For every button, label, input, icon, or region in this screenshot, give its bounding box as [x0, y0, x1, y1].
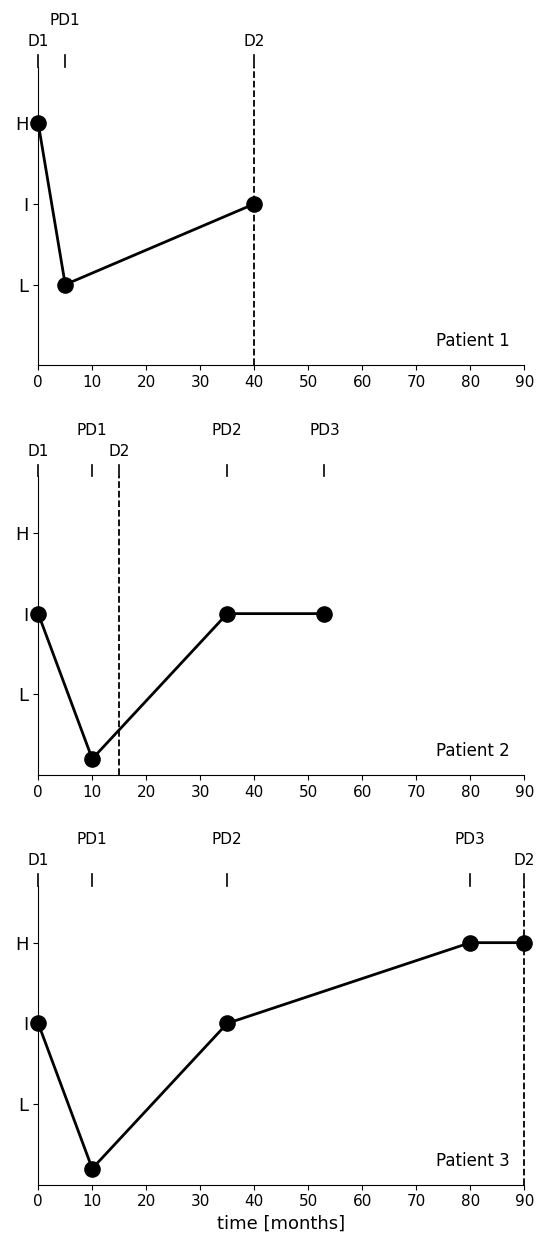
- Point: [34, 604, 42, 624]
- Point: [466, 932, 475, 952]
- Text: PD1: PD1: [77, 423, 108, 438]
- Text: D1: D1: [28, 443, 49, 458]
- Point: [88, 1158, 97, 1178]
- Point: [223, 1013, 232, 1033]
- Point: [320, 604, 329, 624]
- Text: D2: D2: [108, 443, 130, 458]
- Point: [520, 932, 529, 952]
- Text: D1: D1: [28, 854, 49, 869]
- Text: D2: D2: [514, 854, 535, 869]
- Point: [88, 749, 97, 769]
- Text: PD2: PD2: [212, 423, 243, 438]
- Text: D2: D2: [244, 34, 265, 49]
- Point: [34, 114, 42, 134]
- Text: PD3: PD3: [309, 423, 340, 438]
- Point: [223, 604, 232, 624]
- Text: PD3: PD3: [455, 832, 486, 847]
- Text: D1: D1: [28, 34, 49, 49]
- Text: PD1: PD1: [77, 832, 108, 847]
- Text: Patient 1: Patient 1: [436, 332, 510, 351]
- Text: PD1: PD1: [50, 12, 80, 27]
- X-axis label: time [months]: time [months]: [217, 1216, 345, 1233]
- Point: [250, 193, 258, 213]
- Text: Patient 3: Patient 3: [436, 1152, 510, 1169]
- Point: [34, 1013, 42, 1033]
- Point: [61, 275, 70, 295]
- Text: Patient 2: Patient 2: [436, 743, 510, 760]
- Text: PD2: PD2: [212, 832, 243, 847]
